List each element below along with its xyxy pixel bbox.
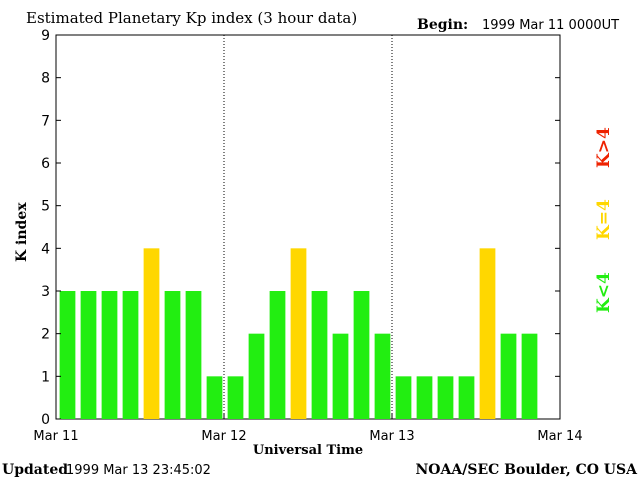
legend-k-equal-4: K=4 <box>594 199 614 240</box>
kp-bar <box>80 291 97 419</box>
kp-bar <box>248 333 265 419</box>
y-tick-label: 1 <box>41 369 50 385</box>
kp-bar <box>185 291 202 419</box>
kp-bar <box>311 291 328 419</box>
y-tick-label: 3 <box>41 284 50 300</box>
kp-bar <box>332 333 349 419</box>
y-tick-label: 4 <box>41 241 50 257</box>
kp-bar <box>437 376 454 419</box>
kp-bar <box>269 291 286 419</box>
kp-bar <box>458 376 475 419</box>
x-tick-label: Mar 14 <box>537 429 582 444</box>
y-tick-label: 2 <box>41 327 50 343</box>
bars <box>59 248 538 419</box>
kp-bar <box>164 291 181 419</box>
kp-bar <box>500 333 517 419</box>
kp-bar <box>521 333 538 419</box>
kp-bar <box>206 376 223 419</box>
y-tick-label: 8 <box>41 71 50 87</box>
chart-title: Estimated Planetary Kp index (3 hour dat… <box>26 9 357 27</box>
updated-label: Updated <box>2 462 68 478</box>
x-tick-label: Mar 13 <box>369 429 414 444</box>
y-axis-ticks: 0 1 2 3 4 5 6 7 8 9 <box>41 28 560 428</box>
y-tick-label: 5 <box>41 199 50 215</box>
kp-bar <box>395 376 412 419</box>
kp-bar <box>374 333 391 419</box>
kp-bar <box>479 248 496 419</box>
x-tick-label: Mar 11 <box>33 429 78 444</box>
kp-bar <box>122 291 139 419</box>
y-tick-label: 6 <box>41 156 50 172</box>
x-axis-label: Universal Time <box>253 443 363 458</box>
y-tick-label: 0 <box>41 412 50 428</box>
credit: NOAA/SEC Boulder, CO USA <box>416 462 639 478</box>
y-tick-label: 7 <box>41 113 50 129</box>
begin-value: 1999 Mar 11 0000UT <box>482 18 619 33</box>
kp-bar <box>59 291 76 419</box>
kp-bar <box>143 248 160 419</box>
legend-k-above-4: K>4 <box>594 127 614 168</box>
kp-bar <box>101 291 118 419</box>
x-axis-ticks: Mar 11 Mar 12 Mar 13 Mar 14 <box>33 414 583 444</box>
y-tick-label: 9 <box>41 28 50 44</box>
kp-bar <box>416 376 433 419</box>
day-separators <box>223 35 393 419</box>
kp-bar <box>227 376 244 419</box>
kp-bar <box>290 248 307 419</box>
begin-label: Begin: <box>417 17 468 33</box>
updated-value: 1999 Mar 13 23:45:02 <box>66 463 211 478</box>
x-tick-label: Mar 12 <box>201 429 246 444</box>
legend-k-below-4: K<4 <box>594 272 614 313</box>
kp-bar <box>353 291 370 419</box>
y-axis-label: K index <box>14 202 30 262</box>
plot-area <box>55 34 561 420</box>
